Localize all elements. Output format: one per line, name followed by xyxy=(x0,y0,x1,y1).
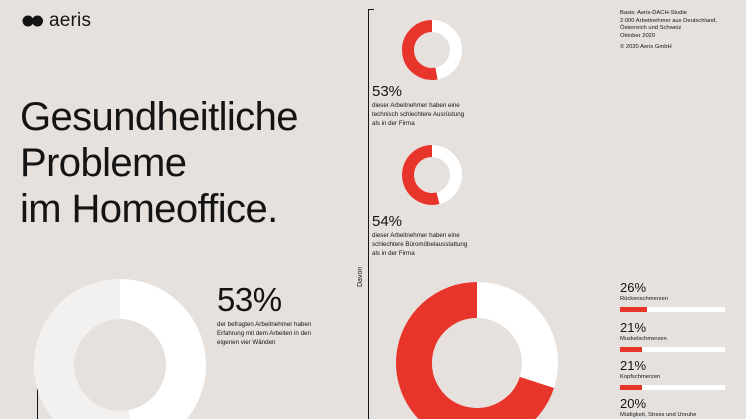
study-basis-note: Basis: Aeris-DACH-Studie 2.000 Arbeitneh… xyxy=(620,10,717,39)
title-line-1: Gesundheitliche xyxy=(20,95,298,139)
main-stat-percent: 53% xyxy=(217,281,282,318)
main-stat: 53% der befragten Arbeitnehmer haben Erf… xyxy=(217,283,357,347)
symptom-label: Rückenschmerzen xyxy=(620,296,669,302)
aeris-logo-mark-icon xyxy=(22,15,43,27)
aeris-logo: aeris xyxy=(22,10,91,32)
symptom-bar-track xyxy=(620,307,725,312)
davon-bracket-line xyxy=(368,9,369,419)
equipment-stat: 53% dieser Arbeitnehmer haben eine techn… xyxy=(372,84,502,128)
symptom-item-head: 21% Kopfschmerzen xyxy=(620,359,725,390)
main-stat-text: der befragten Arbeitnehmer haben Erfahru… xyxy=(217,321,312,346)
symptom-bar-fill xyxy=(620,307,648,312)
symptom-label: Kopfschmerzen xyxy=(620,374,661,380)
symptom-item-back: 26% Rückenschmerzen xyxy=(620,281,725,312)
symptom-value: 26% xyxy=(620,280,647,295)
furniture-stat-percent: 54% xyxy=(372,213,403,230)
copyright-note: © 2020 Aeris GmbH xyxy=(620,44,672,50)
symptom-label: Müdigkeit, Stress und Unruhe xyxy=(620,412,697,418)
divider-line-left xyxy=(37,367,38,419)
symptom-bar-fill xyxy=(620,385,643,390)
symptom-bar-fill xyxy=(620,347,643,352)
donut-value-slice xyxy=(396,282,555,419)
symptom-value: 21% xyxy=(620,320,647,335)
title-line-2: Probleme xyxy=(20,141,187,185)
furniture-stat-text: dieser Arbeitnehmer haben eine schlechte… xyxy=(372,232,468,257)
brand-name: aeris xyxy=(49,10,92,31)
furniture-stat: 54% dieser Arbeitnehmer haben eine schle… xyxy=(372,214,502,258)
symptom-bar-track xyxy=(620,385,725,390)
title-line-3: im Homeoffice. xyxy=(20,187,278,231)
symptom-bar-track xyxy=(620,347,725,352)
donut-value-slice xyxy=(402,20,438,80)
symptom-item-fatigue: 20% Müdigkeit, Stress und Unruhe xyxy=(620,397,725,418)
donut-value-slice xyxy=(402,145,440,205)
symptom-value: 20% xyxy=(620,396,647,411)
equipment-stat-percent: 53% xyxy=(372,83,403,100)
symptom-label: Muskelschmerzen xyxy=(620,336,667,342)
page-title: Gesundheitliche Probleme im Homeoffice. xyxy=(20,94,298,232)
symptom-value: 21% xyxy=(620,358,647,373)
equipment-stat-text: dieser Arbeitnehmer haben eine technisch… xyxy=(372,102,465,127)
symptom-item-muscle: 21% Muskelschmerzen xyxy=(620,321,725,352)
davon-bracket-tick xyxy=(368,9,374,10)
donut-value-slice xyxy=(34,279,131,419)
